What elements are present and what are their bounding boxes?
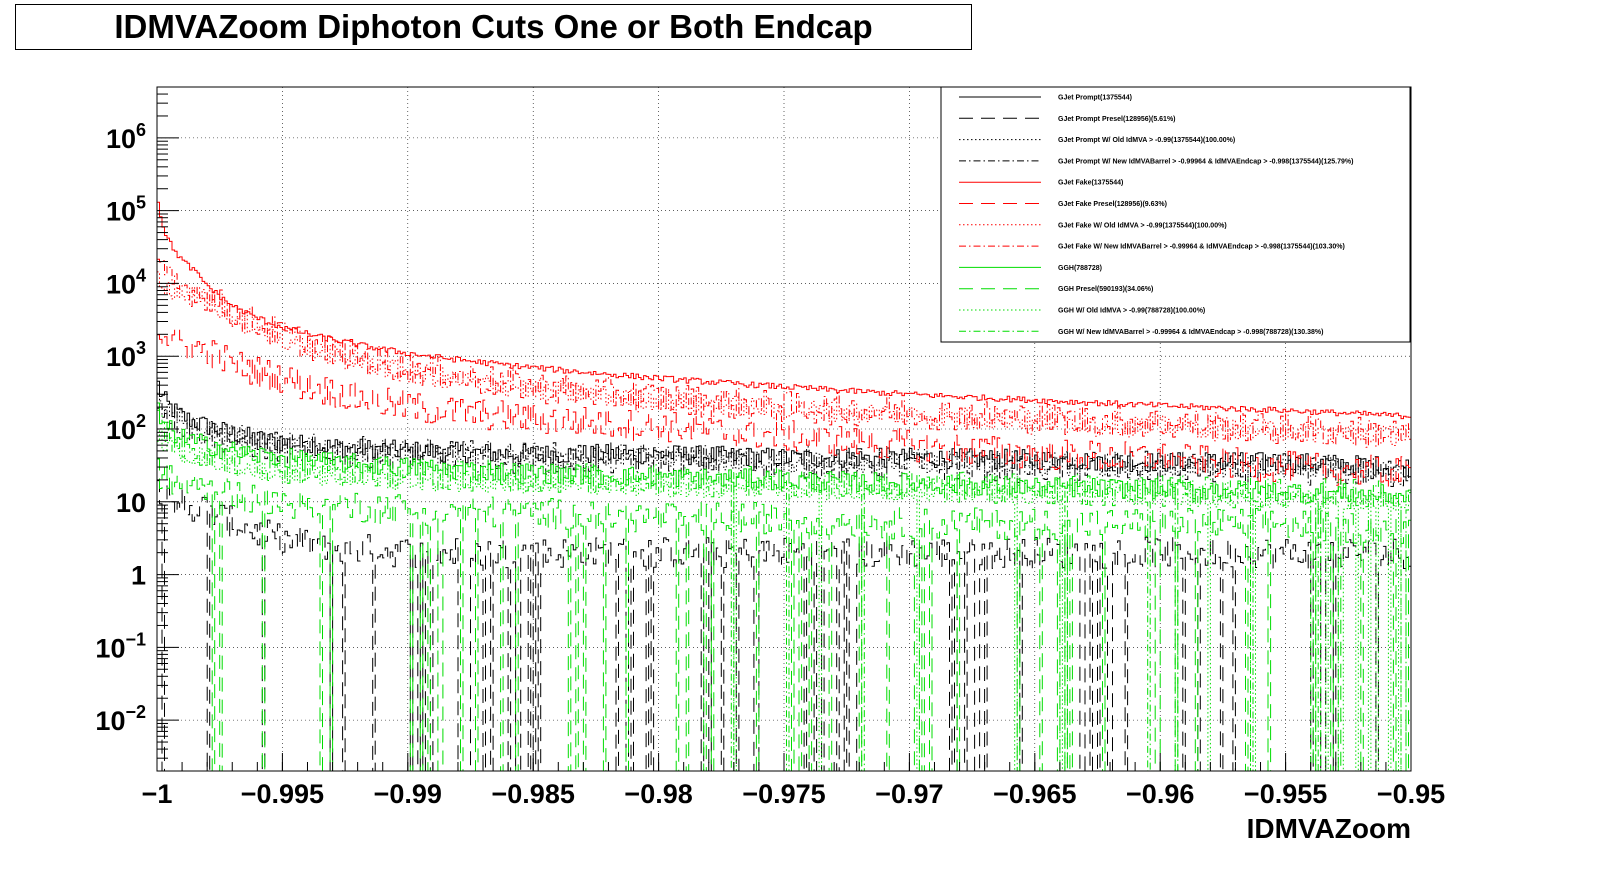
chart-title: IDMVAZoom Diphoton Cuts One or Both Endc…: [114, 8, 873, 45]
x-tick-label: −0.98: [624, 779, 692, 809]
legend-entry-label: GGH W/ Old IdMVA > -0.99(788728)(100.00%…: [1058, 308, 1205, 315]
x-tick-label: −0.975: [742, 779, 825, 809]
legend-entry-label: GJet Fake W/ Old IdMVA > -0.99(1375544)(…: [1058, 222, 1227, 229]
x-tick-label: −0.97: [875, 779, 943, 809]
x-tick-label: −0.95: [1377, 779, 1445, 809]
legend-entry-label: GJet Prompt(1375544): [1058, 95, 1132, 102]
series-line: [157, 201, 1411, 420]
legend-entry-label: GGH Presel(590193)(34.06%): [1058, 286, 1153, 293]
x-tick-label: −1: [142, 779, 173, 809]
legend-entry-label: GJet Fake Presel(128956)(9.63%): [1058, 201, 1167, 208]
y-tick-label: 10: [116, 488, 146, 518]
series-line: [157, 458, 1411, 772]
y-tick-label: 10−1: [95, 629, 146, 663]
series-line: [157, 327, 1411, 487]
legend-entry-label: GJet Prompt W/ New IdMVABarrel > -0.9996…: [1058, 158, 1353, 165]
series-line: [157, 480, 1411, 772]
x-axis-title: IDMVAZoom: [1247, 813, 1411, 844]
x-tick-label: −0.985: [492, 779, 575, 809]
series-line: [157, 258, 1411, 448]
legend-entry-label: GGH(788728): [1058, 265, 1102, 272]
y-tick-label: 106: [106, 120, 146, 154]
series-line: [157, 400, 1411, 487]
x-tick-label: −0.96: [1126, 779, 1194, 809]
legend: GJet Prompt(1375544) GJet Prompt Presel(1…: [940, 86, 1411, 343]
legend-entry-label: GJet Prompt W/ Old IdMVA > -0.99(1375544…: [1058, 137, 1235, 144]
x-tick-label: −0.965: [993, 779, 1076, 809]
x-tick-label: −0.995: [241, 779, 324, 809]
x-tick-label: −0.99: [374, 779, 442, 809]
legend-entry-label: GJet Fake(1375544): [1058, 180, 1123, 187]
y-tick-label: 105: [106, 193, 146, 227]
y-tick-label: 103: [106, 338, 146, 372]
legend-entry-label: GJet Prompt Presel(128956)(5.61%): [1058, 116, 1176, 123]
legend-entry-label: GJet Fake W/ New IdMVABarrel > -0.99964 …: [1058, 244, 1345, 251]
legend-entry-label: GGH W/ New IdMVABarrel > -0.99964 & IdMV…: [1058, 329, 1323, 336]
x-tick-label: −0.955: [1244, 779, 1327, 809]
y-tick-label: 1: [131, 561, 146, 591]
plot-series: [157, 201, 1411, 772]
axis-ticks: −1 −0.995 −0.99 −0.985 −0.98 −0.975 −0.97 −0.96…: [95, 86, 1445, 809]
legend-box: [940, 86, 1411, 343]
series-line: [157, 428, 1411, 772]
series-line: [157, 409, 1411, 772]
y-tick-label: 102: [106, 411, 146, 445]
chart-title-box: IDMVAZoom Diphoton Cuts One or Both Endc…: [15, 4, 972, 50]
y-tick-label: 104: [106, 265, 146, 299]
y-tick-label: 10−2: [95, 702, 146, 736]
